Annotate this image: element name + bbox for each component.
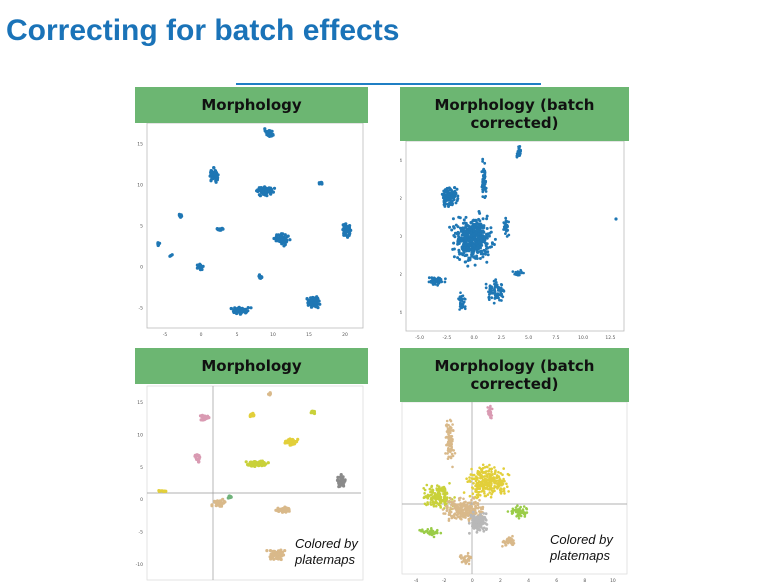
scatter-points (147, 386, 361, 580)
x-tick-label: 2 (499, 578, 502, 584)
y-tick-label: 10 (137, 433, 143, 439)
panel-header-morphology-batch-corrected-platemaps: Morphology (batch corrected) (400, 348, 629, 402)
y-tick-label: 5 (140, 465, 143, 471)
x-tick-label: 15 (306, 332, 312, 338)
y-tick-label: -10 (136, 562, 143, 568)
y-tick-label: 4 (400, 158, 402, 164)
x-tick-label: 0 (200, 332, 203, 338)
y-tick-label: 5 (140, 224, 143, 230)
colored-by-platemaps-label: Colored by platemaps (550, 532, 613, 563)
x-tick-label: 12.5 (605, 335, 615, 341)
panel-header-morphology: Morphology (135, 87, 368, 123)
panel-header-morphology-batch-corrected: Morphology (batch corrected) (400, 87, 629, 141)
x-tick-label: -5.0 (415, 335, 424, 341)
x-tick-label: 5 (236, 332, 239, 338)
x-tick-label: 0.0 (471, 335, 478, 341)
y-tick-label: 15 (137, 142, 143, 148)
x-tick-label: 8 (583, 578, 586, 584)
y-tick-label: 0 (400, 234, 402, 240)
x-tick-label: 6 (555, 578, 558, 584)
x-tick-label: -2.5 (442, 335, 451, 341)
y-tick-label: 2 (400, 196, 402, 202)
y-tick-label: 0 (140, 497, 143, 503)
x-tick-label: -2 (442, 578, 447, 584)
y-tick-label: 0 (140, 265, 143, 271)
plot-axes: 15 10 5 0 -5 -5 0 5 10 15 20 (137, 123, 364, 338)
x-tick-label: 7.5 (552, 335, 559, 341)
x-tick-label: 2.5 (498, 335, 505, 341)
y-tick-label: -2 (400, 272, 402, 278)
x-tick-label: 10 (270, 332, 276, 338)
y-tick-label: -4 (400, 310, 402, 316)
y-tick-label: -5 (139, 306, 144, 312)
panel-header-morphology-platemaps: Morphology (135, 348, 368, 384)
x-tick-label: 4 (527, 578, 530, 584)
plot-axes: 4 2 0 -2 -4 -5.0 -2.5 0.0 2.5 5.0 7.5 10.0 12.5 (400, 141, 625, 341)
x-tick-label: -4 (414, 578, 419, 584)
x-tick-label: 0 (471, 578, 474, 584)
scatter-points (156, 127, 353, 316)
title-underline (236, 83, 541, 85)
x-tick-label: 5.0 (525, 335, 532, 341)
umap-plot-morphology-batch-corrected: 4 2 0 -2 -4 -5.0 -2.5 0.0 2.5 5.0 7.5 10.0 12.5 (400, 141, 629, 341)
umap-plot-morphology: 15 10 5 0 -5 -5 0 5 10 15 20 (135, 123, 368, 341)
y-tick-label: 15 (137, 400, 143, 406)
x-tick-label: 20 (342, 332, 348, 338)
scatter-points (427, 145, 618, 311)
scatter-points (402, 402, 627, 574)
slide-title: Correcting for batch effects (6, 14, 400, 47)
y-tick-label: 10 (137, 183, 143, 189)
x-tick-label: -5 (163, 332, 168, 338)
colored-by-platemaps-label: Colored by platemaps (295, 536, 358, 567)
x-tick-label: 10.0 (578, 335, 588, 341)
y-tick-label: -5 (139, 530, 144, 536)
x-tick-label: 10 (610, 578, 616, 584)
